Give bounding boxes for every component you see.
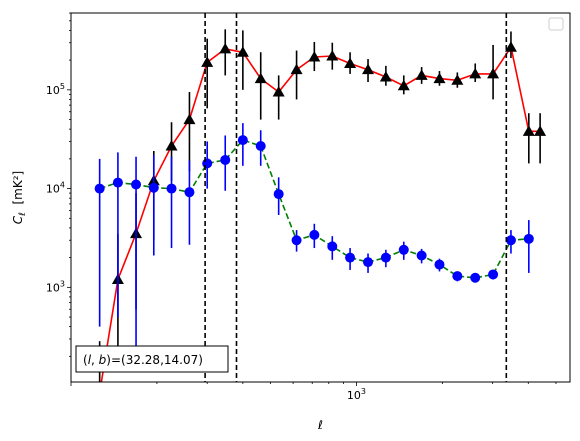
x-tick-label: 103 bbox=[347, 387, 366, 402]
data-point bbox=[166, 183, 177, 194]
data-point bbox=[434, 259, 445, 270]
y-axis-label: Cℓ [mK²] bbox=[11, 171, 28, 224]
data-point bbox=[326, 50, 339, 61]
data-point bbox=[308, 51, 321, 62]
data-point bbox=[237, 135, 248, 146]
annotation-box: (l, b)=(32.28,14.07) bbox=[75, 345, 229, 373]
y-tick-label: 103 bbox=[46, 279, 65, 294]
data-point bbox=[148, 182, 159, 193]
axis-layer: 103 104 105 103 bbox=[46, 12, 557, 402]
y-tick-label: 104 bbox=[46, 181, 65, 196]
y-tick-label: 105 bbox=[46, 82, 65, 97]
data-point bbox=[433, 72, 446, 84]
data-point bbox=[202, 158, 213, 169]
data-point bbox=[523, 233, 534, 244]
data-point bbox=[397, 79, 410, 91]
data-point bbox=[273, 189, 284, 200]
data-point bbox=[452, 271, 463, 282]
data-point bbox=[380, 252, 391, 263]
data-point bbox=[183, 113, 196, 125]
data-point bbox=[362, 63, 375, 75]
annotation-text: (l, b)=(32.28,14.07) bbox=[83, 353, 203, 367]
data-point bbox=[165, 139, 178, 151]
data-point bbox=[416, 250, 427, 261]
data-point bbox=[94, 183, 105, 194]
data-point bbox=[309, 229, 320, 240]
data-point bbox=[291, 235, 302, 246]
data-point bbox=[470, 272, 481, 283]
data-point bbox=[327, 241, 338, 252]
data-point bbox=[236, 46, 249, 57]
data-point bbox=[451, 74, 464, 85]
data-point bbox=[469, 67, 482, 79]
data-point bbox=[219, 42, 232, 54]
data-point bbox=[254, 72, 267, 84]
data-point bbox=[344, 57, 357, 68]
data-point bbox=[184, 187, 195, 198]
data-point bbox=[255, 140, 266, 151]
plot-area-frame bbox=[70, 12, 571, 383]
series-layer bbox=[94, 29, 547, 382]
data-point bbox=[201, 56, 214, 67]
data-point bbox=[272, 86, 285, 97]
data-point bbox=[504, 41, 517, 52]
legend-box bbox=[548, 17, 564, 31]
data-point bbox=[131, 179, 142, 190]
data-point bbox=[379, 70, 392, 82]
data-point bbox=[220, 154, 231, 165]
data-point bbox=[398, 244, 409, 255]
x-axis-label: ℓ bbox=[317, 418, 323, 432]
series-2 bbox=[94, 123, 534, 357]
data-point bbox=[534, 125, 547, 136]
data-point bbox=[290, 63, 303, 75]
data-point bbox=[522, 125, 535, 136]
data-point bbox=[363, 257, 374, 268]
data-point bbox=[112, 177, 123, 188]
vline-layer bbox=[204, 13, 508, 382]
data-point bbox=[487, 67, 500, 79]
data-point bbox=[345, 252, 356, 263]
data-point bbox=[415, 69, 428, 80]
data-point bbox=[488, 269, 499, 280]
data-point bbox=[505, 235, 516, 246]
